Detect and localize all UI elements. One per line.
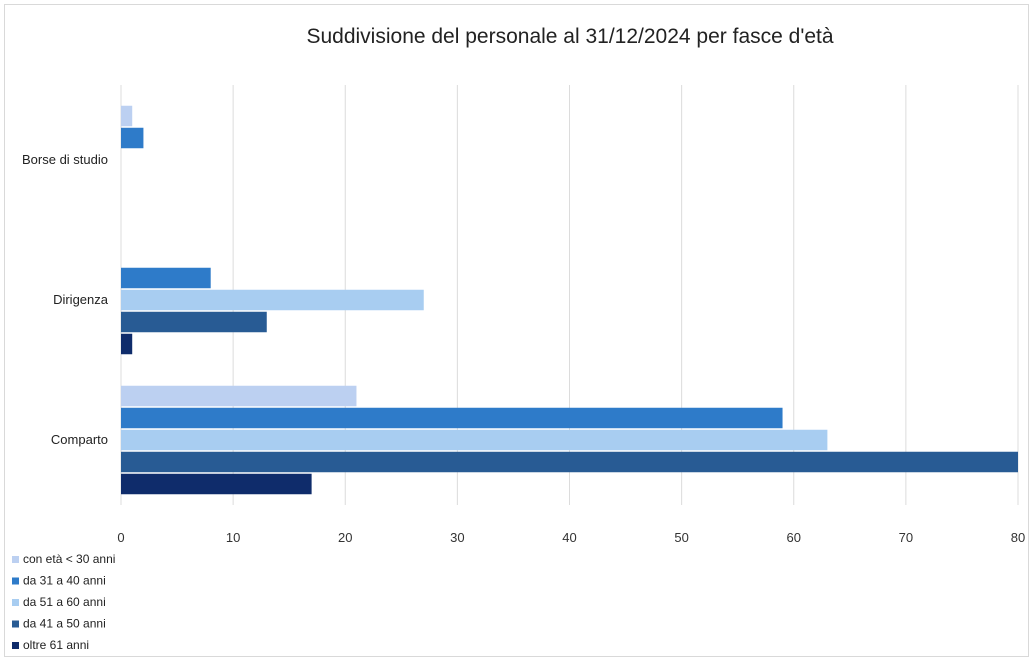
bar <box>121 105 133 127</box>
bar <box>121 311 267 333</box>
bars <box>121 105 1018 495</box>
legend-swatch <box>12 577 19 585</box>
x-tick-labels: 0 10 20 30 40 50 60 70 80 <box>117 530 1025 545</box>
bar <box>121 127 144 149</box>
category-labels: Borse di studio Dirigenza Comparto <box>22 152 109 447</box>
bar <box>121 407 783 429</box>
x-tick-label: 60 <box>787 530 801 545</box>
legend-swatch <box>12 599 19 606</box>
legend-swatch <box>12 556 19 563</box>
legend-entry: da 51 a 60 anni <box>23 595 106 609</box>
category-label: Borse di studio <box>22 152 108 167</box>
x-tick-label: 70 <box>899 530 913 545</box>
legend-swatch <box>12 642 19 649</box>
bar <box>121 267 211 289</box>
bar <box>121 333 133 355</box>
legend-entry: da 41 a 50 anni <box>23 617 106 631</box>
x-tick-label: 50 <box>674 530 688 545</box>
x-tick-label: 80 <box>1011 530 1025 545</box>
bar <box>121 289 424 311</box>
bar <box>121 473 312 495</box>
x-tick-label: 40 <box>562 530 576 545</box>
legend-entry: da 31 a 40 anni <box>23 574 106 588</box>
legend: con età < 30 anni da 31 a 40 anni da 51 a … <box>12 552 115 652</box>
x-tick-label: 30 <box>450 530 464 545</box>
legend-swatch <box>12 620 19 628</box>
legend-entry: con età < 30 anni <box>23 552 115 566</box>
bar <box>121 385 357 407</box>
bar <box>121 429 828 451</box>
category-label: Dirigenza <box>53 292 109 307</box>
x-tick-label: 10 <box>226 530 240 545</box>
bar <box>121 451 1018 473</box>
category-label: Comparto <box>51 432 108 447</box>
chart-title: Suddivisione del personale al 31/12/2024… <box>306 25 833 48</box>
legend-entry: oltre 61 anni <box>23 638 89 652</box>
x-tick-label: 0 <box>117 530 124 545</box>
x-tick-label: 20 <box>338 530 352 545</box>
